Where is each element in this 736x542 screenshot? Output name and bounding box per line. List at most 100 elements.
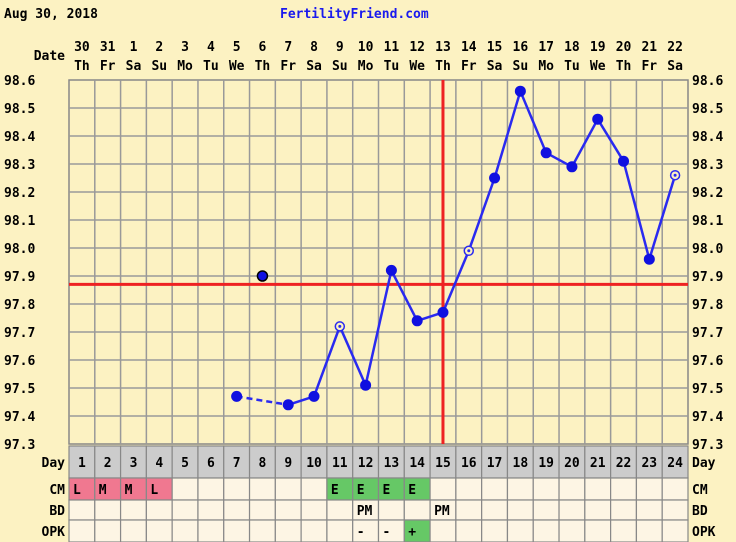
cm-cell	[661, 477, 689, 501]
y-tick-right: 97.7	[692, 326, 723, 341]
cm-cell	[197, 477, 225, 501]
bd-cell	[506, 499, 534, 521]
opk-cell	[455, 519, 483, 542]
weekday-tick: Th	[74, 59, 90, 74]
bd-cell	[455, 499, 483, 521]
temp-point	[411, 315, 423, 327]
day-cell-text: 4	[155, 456, 163, 471]
cm-cell-text: E	[383, 483, 391, 498]
weekday-tick: Th	[616, 59, 632, 74]
temp-point-open-center	[467, 249, 471, 253]
chart-date: Aug 30, 2018	[4, 7, 98, 22]
temp-line-segment	[519, 90, 548, 154]
cm-cell	[506, 477, 534, 501]
y-tick-left: 98.6	[4, 74, 35, 89]
y-tick-left: 98.5	[4, 102, 35, 117]
y-tick-right: 97.4	[692, 410, 723, 425]
cm-cell-text: E	[331, 483, 339, 498]
day-cell	[223, 445, 251, 479]
weekday-tick: Fr	[100, 59, 116, 74]
temp-line-segment	[467, 177, 496, 252]
weekday-tick: Su	[332, 59, 348, 74]
opk-cell	[558, 519, 586, 542]
day-cell-text: 6	[207, 456, 215, 471]
weekday-tick: Sa	[126, 59, 142, 74]
bd-cell	[326, 499, 354, 521]
date-tick: 19	[590, 40, 606, 55]
temp-line-segment	[338, 325, 367, 386]
y-tick-left: 97.9	[4, 270, 35, 285]
day-cell	[352, 445, 380, 479]
date-tick: 31	[100, 40, 116, 55]
temp-point	[566, 161, 578, 173]
date-tick: 8	[310, 40, 318, 55]
day-cell-text: 14	[409, 456, 425, 471]
temp-line-segment	[648, 174, 677, 260]
weekday-tick: Th	[435, 59, 451, 74]
opk-cell	[94, 519, 122, 542]
day-cell-text: 11	[332, 456, 348, 471]
day-cell-text: 10	[306, 456, 322, 471]
temp-point-excluded	[256, 270, 269, 282]
y-tick-left: 97.7	[4, 326, 35, 341]
cm-cell-text: E	[357, 483, 365, 498]
date-tick: 14	[461, 40, 477, 55]
cm-row-label-right: CM	[692, 483, 708, 498]
opk-cell	[661, 519, 689, 542]
date-tick: 17	[538, 40, 554, 55]
temp-point	[437, 306, 449, 318]
y-tick-right: 97.8	[692, 298, 723, 313]
opk-cell	[197, 519, 225, 542]
day-cell-text: 22	[616, 456, 632, 471]
cm-cell	[584, 477, 612, 501]
weekday-tick: Tu	[384, 59, 400, 74]
day-cell-text: 5	[181, 456, 189, 471]
day-cell-text: 12	[358, 456, 374, 471]
bd-cell-text: PM	[434, 504, 450, 519]
opk-cell	[635, 519, 663, 542]
y-tick-right: 97.5	[692, 382, 723, 397]
temp-line-segment	[236, 395, 289, 407]
y-tick-left: 98.4	[4, 130, 35, 145]
temp-line-segment	[596, 118, 625, 162]
temp-line-segment	[390, 269, 419, 322]
date-tick: 5	[233, 40, 241, 55]
opk-cell	[223, 519, 251, 542]
day-cell-text: 24	[667, 456, 683, 471]
bd-cell	[610, 499, 638, 521]
y-tick-right: 98.5	[692, 102, 723, 117]
opk-cell	[300, 519, 328, 542]
day-cell-text: 3	[130, 456, 138, 471]
opk-cell	[429, 519, 457, 542]
opk-cell	[584, 519, 612, 542]
opk-cell	[248, 519, 276, 542]
opk-cell	[610, 519, 638, 542]
cm-cell	[635, 477, 663, 501]
day-cell	[661, 445, 689, 479]
opk-cell	[119, 519, 147, 542]
day-row-label: Day	[42, 456, 66, 471]
cm-cell-text: L	[150, 483, 158, 498]
cm-cell	[300, 477, 328, 501]
date-tick: 3	[181, 40, 189, 55]
bd-cell	[274, 499, 302, 521]
bd-cell	[403, 499, 431, 521]
cm-cell-text: L	[73, 483, 81, 498]
bd-cell	[635, 499, 663, 521]
day-cell-text: 17	[487, 456, 503, 471]
bd-cell	[171, 499, 199, 521]
date-tick: 1	[130, 40, 138, 55]
weekday-tick: Fr	[461, 59, 477, 74]
date-tick: 22	[667, 40, 683, 55]
day-cell-text: 9	[284, 456, 292, 471]
date-tick: 11	[384, 40, 400, 55]
weekday-tick: We	[590, 59, 606, 74]
bd-cell	[197, 499, 225, 521]
temp-point	[282, 399, 294, 411]
weekday-tick: We	[229, 59, 245, 74]
site-name-link[interactable]: FertilityFriend.com	[280, 7, 429, 22]
cm-cell	[481, 477, 509, 501]
opk-row-label: OPK	[42, 525, 66, 540]
y-tick-right: 98.3	[692, 158, 723, 173]
